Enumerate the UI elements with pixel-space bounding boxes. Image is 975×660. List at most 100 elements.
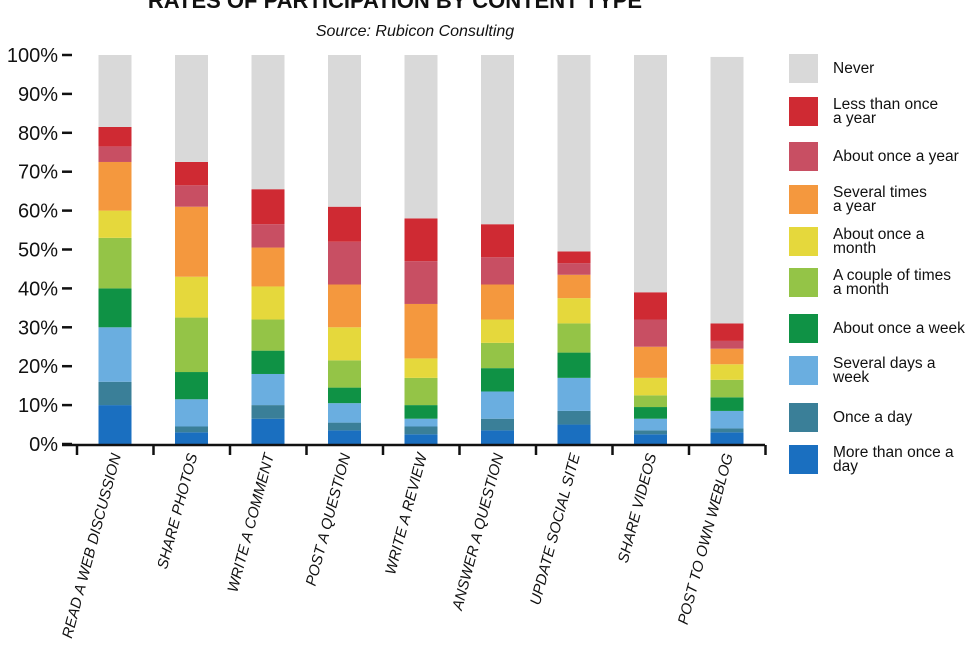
bar-segment (404, 377, 438, 406)
legend-swatch (789, 356, 818, 385)
bar-segment (557, 323, 591, 353)
bar-segment (175, 185, 208, 207)
bar-segment (98, 327, 132, 382)
legend-item: About once a week (789, 314, 965, 343)
bar-segment (634, 395, 667, 408)
bar-segment (251, 189, 285, 225)
x-tick-label: WRITE A REVIEW (382, 450, 431, 577)
bar-segment (98, 210, 132, 238)
bar-stack (557, 55, 591, 444)
bar-segment (98, 288, 132, 328)
bar-segment (481, 368, 514, 392)
bar-segment (98, 405, 132, 444)
bar-segment (481, 224, 514, 258)
legend-label: Several days a (833, 355, 936, 372)
bar-segment (251, 247, 285, 287)
bar-segment (481, 55, 514, 225)
legend-label: Never (833, 60, 874, 77)
bar-segment (557, 274, 591, 299)
legend-label: day (833, 458, 858, 475)
bar-segment (175, 55, 208, 162)
bar-segment (481, 342, 514, 369)
bar-stack (404, 55, 438, 444)
bar-segment (251, 224, 285, 248)
bar-segment (251, 350, 285, 374)
legend-label: A couple of times (833, 267, 951, 284)
y-tick-label: 80% (18, 123, 58, 145)
bar-segment (634, 292, 667, 320)
x-axis (62, 53, 767, 455)
bar-segment (98, 237, 132, 289)
legend-label: a year (833, 110, 876, 127)
bar-segment (251, 405, 285, 419)
x-tick-label: WRITE A COMMENT (224, 450, 278, 594)
bar-segment (481, 319, 514, 343)
bar-segment (328, 422, 361, 431)
legend-label: About once a (833, 226, 925, 243)
bar-stack (634, 55, 667, 444)
x-tick-label: POST TO OWN WEBLOG (675, 451, 737, 626)
y-tick-label: 70% (18, 162, 58, 184)
bar-segment (710, 364, 744, 380)
bar-segment (251, 286, 285, 320)
bar-stack (481, 55, 514, 444)
legend-swatch (789, 142, 818, 171)
bar-segment (557, 263, 591, 275)
x-tick-label: SHARE PHOTOS (154, 452, 201, 571)
bar-segment (175, 372, 208, 400)
bar-segment (328, 284, 361, 328)
bar-segment (634, 346, 667, 378)
bar-segment (404, 434, 438, 444)
bar-segment (98, 126, 132, 147)
bar-segment (175, 276, 208, 318)
bar-segment (175, 161, 208, 186)
bar-segment (481, 418, 514, 431)
bar-segment (98, 146, 132, 162)
bar-segment (404, 418, 438, 427)
x-tick-label: UPDATE SOCIAL SITE (527, 451, 584, 607)
bar-segment (404, 358, 438, 378)
bar-segment (328, 430, 361, 444)
legend-label: a year (833, 198, 876, 215)
legend-swatch (789, 185, 818, 214)
legend-item: Never (789, 54, 874, 83)
bar-segment (98, 381, 132, 406)
bar-segment (710, 432, 744, 444)
legend-label: month (833, 240, 876, 257)
y-tick-label: 90% (18, 84, 58, 106)
bar-segment (634, 55, 667, 293)
legend-label: More than once a (833, 444, 954, 461)
y-tick-label: 40% (18, 278, 58, 300)
bar-segment (557, 55, 591, 252)
bar-segment (557, 352, 591, 378)
bar-segment (251, 55, 285, 190)
legend-label: About once a week (833, 320, 965, 337)
legend-item: Once a day (789, 403, 913, 432)
legend-swatch (789, 227, 818, 256)
bar-segment (328, 241, 361, 285)
x-tick-label: READ A WEB DISCUSSION (59, 451, 125, 640)
bar-segment (404, 55, 438, 219)
bar-segment (98, 55, 132, 127)
bar-segment (251, 418, 285, 444)
bar-segment (328, 327, 361, 361)
bar-segment (557, 424, 591, 444)
bar-segment (481, 430, 514, 444)
bar-segment (710, 340, 744, 349)
bar-segment (481, 257, 514, 285)
bar-segment (634, 407, 667, 419)
bar-segment (634, 377, 667, 396)
bar-segment (251, 319, 285, 351)
bar-segment (710, 348, 744, 365)
bar-stack (251, 55, 285, 444)
bar-segment (634, 434, 667, 444)
legend-label: week (832, 369, 869, 386)
legend-label: Less than once (833, 96, 938, 113)
bar-stack (175, 55, 208, 444)
legend-swatch (789, 314, 818, 343)
